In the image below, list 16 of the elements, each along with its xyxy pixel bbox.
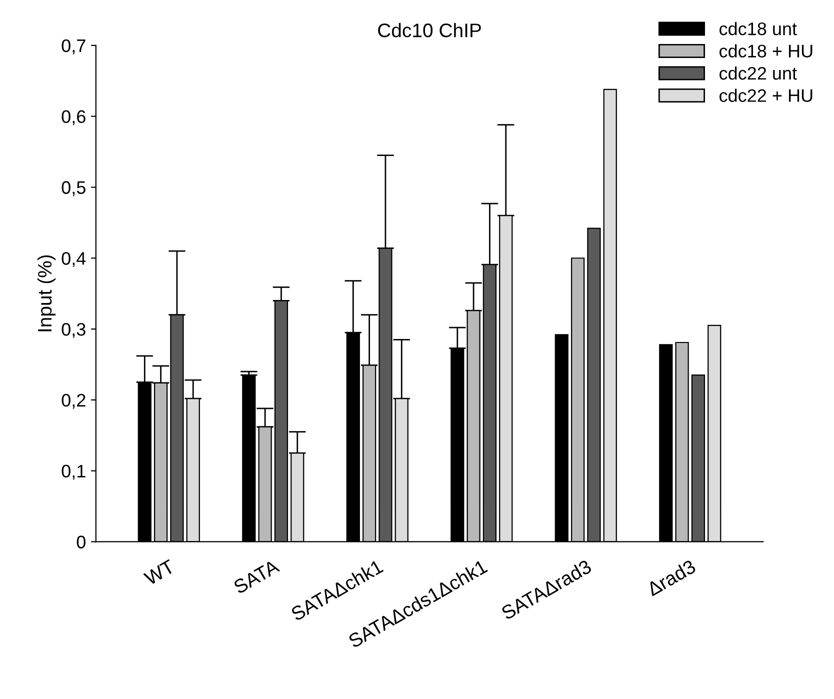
x-tick-label: WT [143,559,176,586]
legend-label: cdc18 unt [720,22,797,36]
y-tick-label: 0,4 [62,252,86,267]
y-axis-title: Input (%) [37,255,56,332]
y-tick-label: 0,6 [62,110,86,126]
y-tick-label: 0,7 [62,39,86,54]
y-tick-label: 0,1 [62,464,86,480]
legend-label: cdc22 + HU [720,88,812,102]
legend-label: cdc18 + HU [720,44,812,58]
y-tick-label: 0 [76,536,86,548]
chart-title: Cdc10 ChIP [378,23,481,38]
y-tick-label: 0,3 [62,322,86,338]
x-tick-label: SATA [232,558,280,594]
legend-label: cdc22 unt [720,66,797,80]
y-tick-label: 0,5 [62,181,86,196]
y-tick-label: 0,2 [62,394,86,409]
